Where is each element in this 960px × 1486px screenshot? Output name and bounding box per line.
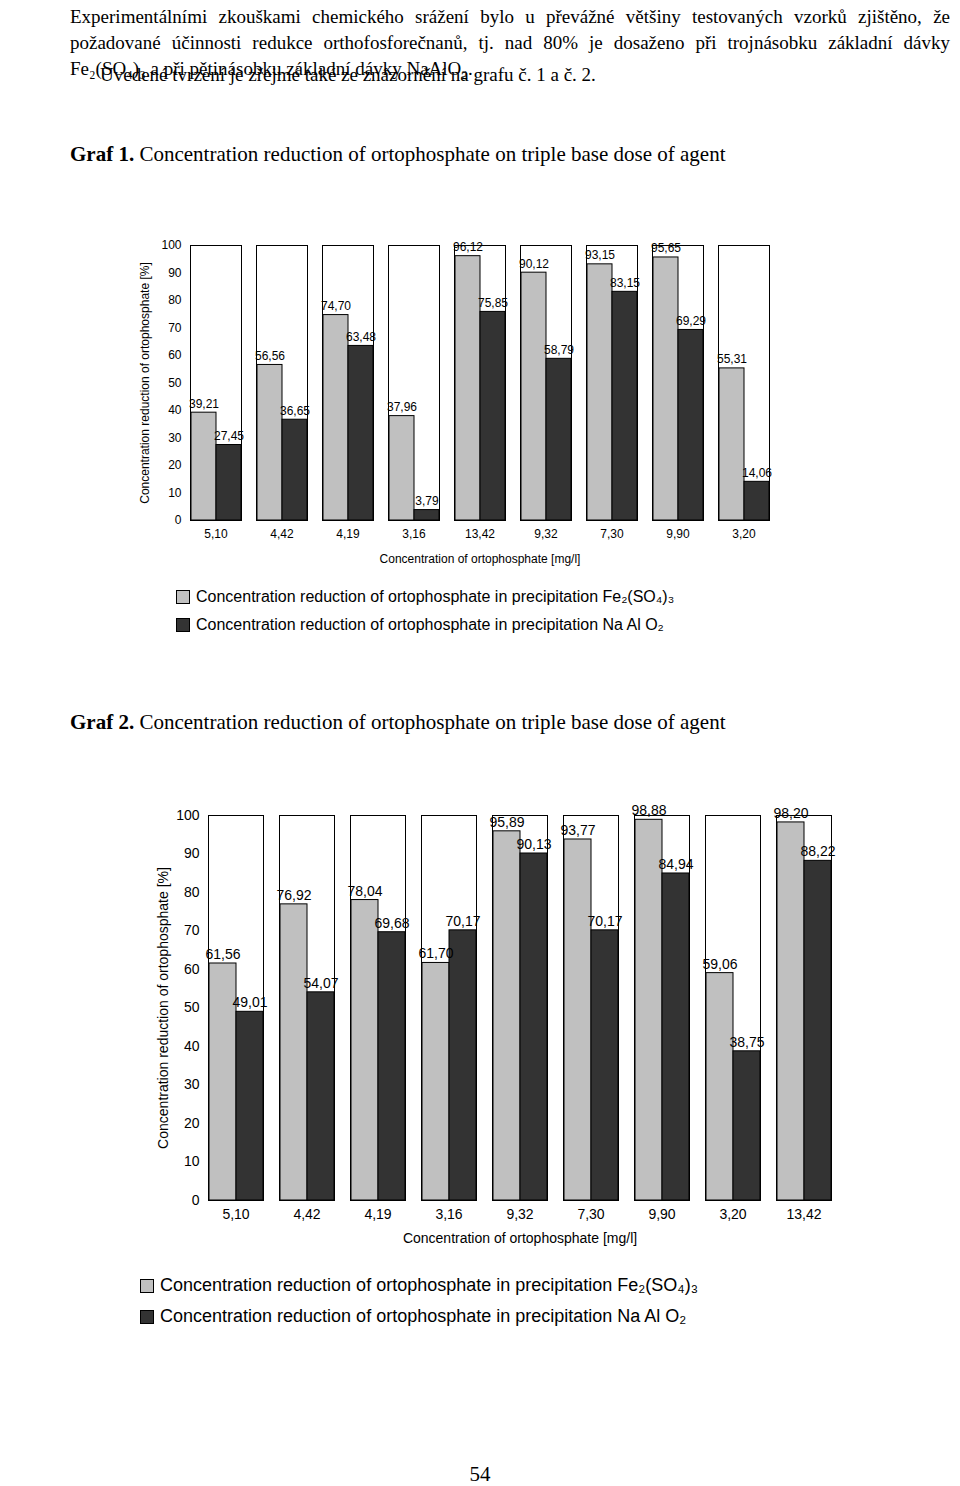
svg-text:Concentration of ortophosphate: Concentration of ortophosphate [mg/l]	[380, 552, 581, 566]
svg-text:9,90: 9,90	[666, 527, 690, 541]
html-text:Experimentálními zkouškami che: Experimentálními zkouškami chemického sr…	[70, 6, 950, 79]
svg-text:37,96: 37,96	[387, 400, 417, 414]
svg-text:100: 100	[176, 807, 200, 823]
svg-text:59,06: 59,06	[702, 956, 737, 972]
svg-text:74,70: 74,70	[321, 299, 351, 313]
svg-text:3,79: 3,79	[415, 494, 439, 508]
svg-text:27,45: 27,45	[214, 429, 244, 443]
html-text:Concentration reduction of ort: Concentration reduction of ortophosphate…	[160, 1275, 698, 1295]
svg-text:40: 40	[184, 1038, 200, 1054]
svg-text:3,20: 3,20	[719, 1206, 746, 1222]
svg-text:95,89: 95,89	[489, 814, 524, 830]
svg-text:70,17: 70,17	[445, 913, 480, 929]
svg-text:3,16: 3,16	[435, 1206, 462, 1222]
svg-text:Concentration reduction of ort: Concentration reduction of ortophosphate…	[138, 262, 152, 504]
svg-text:56,56: 56,56	[255, 349, 285, 363]
svg-text:30: 30	[184, 1076, 200, 1092]
html-text:Concentration reduction of ort: Concentration reduction of ortophosphate…	[160, 1306, 687, 1326]
svg-text:50: 50	[168, 376, 182, 390]
svg-text:90: 90	[168, 266, 182, 280]
svg-text:9,32: 9,32	[506, 1206, 533, 1222]
svg-text:5,10: 5,10	[222, 1206, 249, 1222]
svg-text:10: 10	[184, 1153, 200, 1169]
svg-text:9,90: 9,90	[648, 1206, 675, 1222]
svg-text:96,12: 96,12	[453, 240, 483, 254]
svg-text:4,42: 4,42	[270, 527, 294, 541]
svg-text:88,22: 88,22	[800, 843, 835, 859]
svg-text:80: 80	[184, 884, 200, 900]
svg-text:90,12: 90,12	[519, 257, 549, 271]
svg-text:69,68: 69,68	[374, 915, 409, 931]
svg-text:61,56: 61,56	[205, 946, 240, 962]
svg-text:100: 100	[161, 238, 181, 252]
svg-text:54,07: 54,07	[303, 975, 338, 991]
svg-text:Concentration reduction of ort: Concentration reduction of ortophosphate…	[155, 867, 171, 1149]
svg-text:98,20: 98,20	[773, 805, 808, 821]
svg-text:95,65: 95,65	[651, 241, 681, 255]
svg-text:13,42: 13,42	[465, 527, 495, 541]
svg-text:4,42: 4,42	[293, 1206, 320, 1222]
svg-text:4,19: 4,19	[336, 527, 360, 541]
svg-text:0: 0	[192, 1192, 200, 1208]
html-text:Concentration reduction of ort: Concentration reduction of ortophosphate…	[196, 588, 675, 605]
svg-text:61,70: 61,70	[418, 945, 453, 961]
svg-text:58,79: 58,79	[544, 343, 574, 357]
svg-text:70,17: 70,17	[587, 913, 622, 929]
svg-text:40: 40	[168, 403, 182, 417]
svg-text:93,15: 93,15	[585, 248, 615, 262]
svg-text:7,30: 7,30	[577, 1206, 604, 1222]
svg-text:76,92: 76,92	[276, 887, 311, 903]
svg-text:0: 0	[175, 513, 182, 527]
svg-text:93,77: 93,77	[560, 822, 595, 838]
svg-text:5,10: 5,10	[204, 527, 228, 541]
svg-text:90,13: 90,13	[516, 836, 551, 852]
svg-text:83,15: 83,15	[610, 276, 640, 290]
svg-text:70: 70	[184, 922, 200, 938]
html-text:Graf 2. Concentration reductio: Graf 2. Concentration reduction of ortop…	[70, 710, 726, 734]
svg-text:30: 30	[168, 431, 182, 445]
svg-text:20: 20	[184, 1115, 200, 1131]
svg-text:60: 60	[168, 348, 182, 362]
svg-text:49,01: 49,01	[232, 994, 267, 1010]
svg-text:84,94: 84,94	[658, 856, 693, 872]
svg-text:36,65: 36,65	[280, 404, 310, 418]
html-text:Concentration reduction of ort: Concentration reduction of ortophosphate…	[196, 616, 664, 633]
svg-text:20: 20	[168, 458, 182, 472]
html-text:54: 54	[469, 1462, 491, 1486]
svg-text:63,48: 63,48	[346, 330, 376, 344]
svg-text:14,06: 14,06	[742, 466, 772, 480]
svg-text:70: 70	[168, 321, 182, 335]
svg-text:75,85: 75,85	[478, 296, 508, 310]
svg-text:10: 10	[168, 486, 182, 500]
svg-text:3,20: 3,20	[732, 527, 756, 541]
svg-text:55,31: 55,31	[717, 352, 747, 366]
svg-text:Concentration of ortophosphate: Concentration of ortophosphate [mg/l]	[403, 1230, 637, 1246]
svg-text:78,04: 78,04	[347, 883, 382, 899]
svg-text:39,21: 39,21	[189, 397, 219, 411]
html-text:Graf 1. Concentration reductio: Graf 1. Concentration reduction of ortop…	[70, 142, 726, 166]
svg-text:13,42: 13,42	[786, 1206, 821, 1222]
svg-text:3,16: 3,16	[402, 527, 426, 541]
svg-text:90: 90	[184, 845, 200, 861]
svg-text:7,30: 7,30	[600, 527, 624, 541]
svg-text:4,19: 4,19	[364, 1206, 391, 1222]
svg-text:69,29: 69,29	[676, 314, 706, 328]
svg-text:50: 50	[184, 999, 200, 1015]
svg-text:80: 80	[168, 293, 182, 307]
svg-text:60: 60	[184, 961, 200, 977]
html-text:Uvedené tvrzení je zřejmé také: Uvedené tvrzení je zřejmé také ze znázor…	[100, 64, 596, 85]
svg-text:9,32: 9,32	[534, 527, 558, 541]
svg-text:98,88: 98,88	[631, 802, 667, 819]
svg-text:38,75: 38,75	[729, 1034, 764, 1050]
